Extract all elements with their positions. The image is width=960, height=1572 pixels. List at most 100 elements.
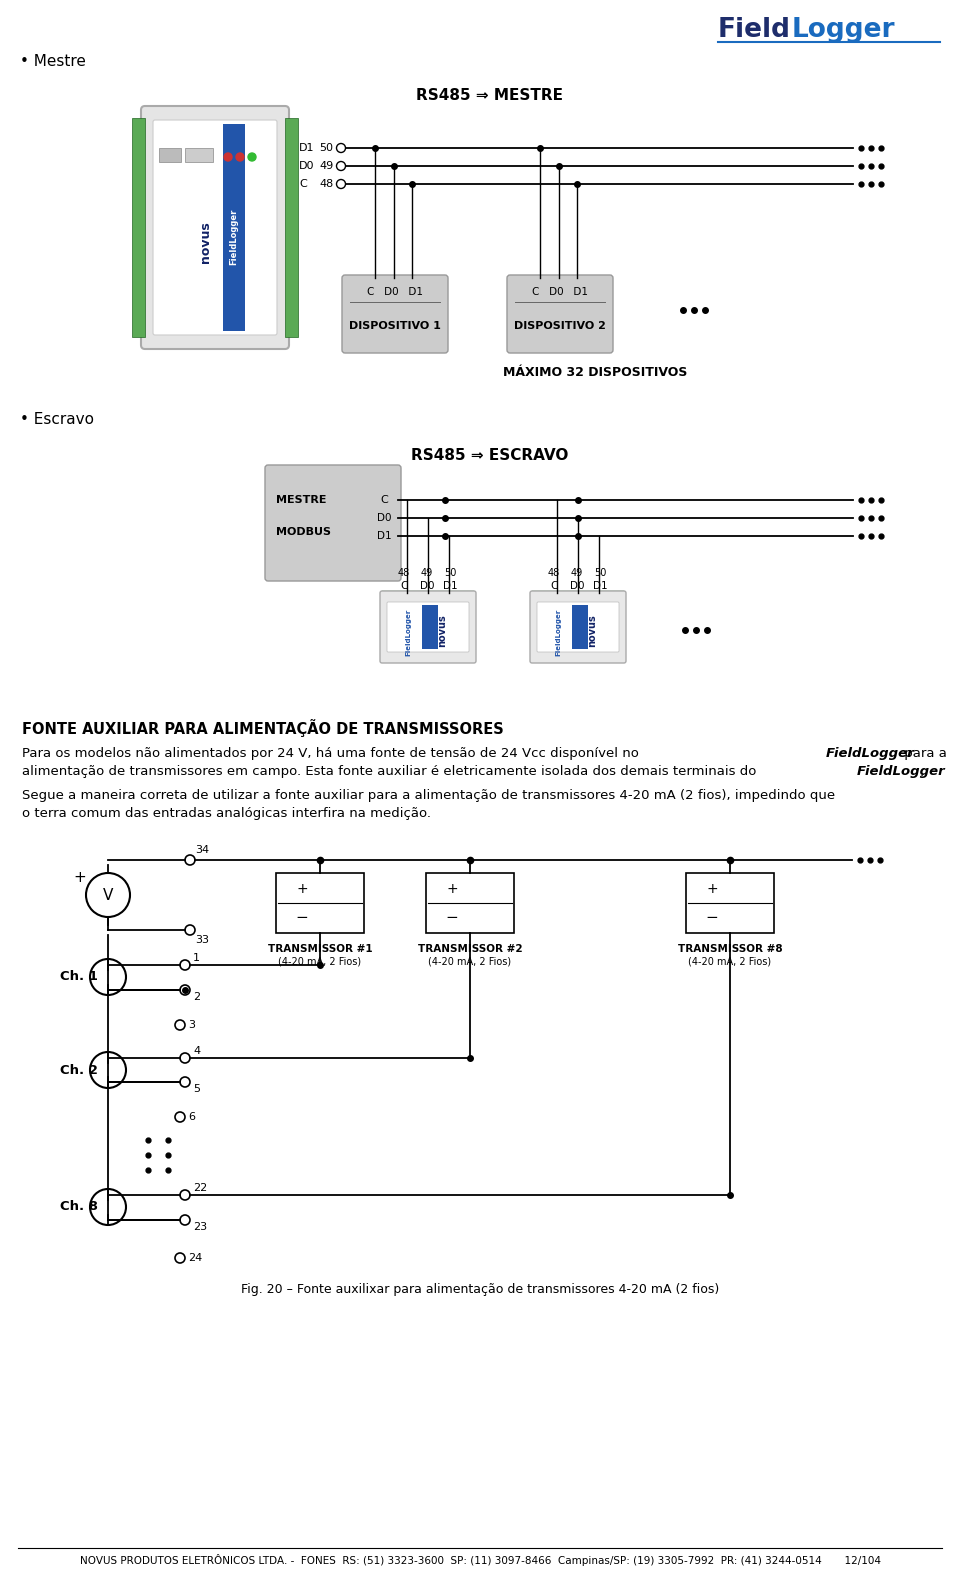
Text: 49: 49 <box>420 567 433 578</box>
FancyBboxPatch shape <box>141 105 289 349</box>
Text: −: − <box>445 910 458 924</box>
Text: C: C <box>550 582 558 591</box>
Bar <box>422 605 438 649</box>
Text: +: + <box>297 882 308 896</box>
Bar <box>686 872 774 934</box>
Bar <box>382 651 474 657</box>
Text: Fig. 20 – Fonte auxilixar para alimentação de transmissores 4-20 mA (2 fios): Fig. 20 – Fonte auxilixar para alimentaç… <box>241 1283 719 1297</box>
Text: +: + <box>74 869 86 885</box>
Text: C   D0   D1: C D0 D1 <box>532 288 588 297</box>
Text: +: + <box>707 882 718 896</box>
Text: D0: D0 <box>299 160 315 171</box>
Text: 3: 3 <box>188 1020 195 1030</box>
Text: 4: 4 <box>193 1045 200 1056</box>
Text: 48: 48 <box>548 567 560 578</box>
Text: NOVUS PRODUTOS ELETRÔNICOS LTDA. -  FONES  RS: (51) 3323-3600  SP: (11) 3097-846: NOVUS PRODUTOS ELETRÔNICOS LTDA. - FONES… <box>80 1555 880 1566</box>
Bar <box>276 872 364 934</box>
Bar <box>159 148 181 162</box>
Text: 24: 24 <box>188 1253 203 1262</box>
Text: novus: novus <box>199 222 211 263</box>
Bar <box>132 118 145 336</box>
FancyBboxPatch shape <box>387 602 469 652</box>
Text: 50: 50 <box>594 567 606 578</box>
Bar <box>426 872 514 934</box>
Text: 50: 50 <box>319 143 333 152</box>
Text: −: − <box>706 910 718 924</box>
Text: o terra comum das entradas analógicas interfira na medição.: o terra comum das entradas analógicas in… <box>22 808 431 821</box>
Circle shape <box>224 152 232 160</box>
Text: (4-20 mA, 2 Fios): (4-20 mA, 2 Fios) <box>688 956 772 967</box>
Text: 2: 2 <box>193 992 200 1001</box>
Text: Ch. 2: Ch. 2 <box>60 1064 98 1077</box>
Bar <box>223 124 245 332</box>
Bar <box>532 651 624 657</box>
Text: DISPOSITIVO 2: DISPOSITIVO 2 <box>514 321 606 332</box>
Text: D0: D0 <box>569 582 585 591</box>
FancyBboxPatch shape <box>507 275 613 354</box>
Text: D1: D1 <box>592 582 608 591</box>
Text: 50: 50 <box>444 567 456 578</box>
Text: Para os modelos não alimentados por 24 V, há uma fonte de tensão de 24 Vcc dispo: Para os modelos não alimentados por 24 V… <box>22 748 643 761</box>
Text: TRANSMISSOR #1: TRANSMISSOR #1 <box>268 945 372 954</box>
Text: Ch. 1: Ch. 1 <box>60 970 98 984</box>
Text: novus: novus <box>437 615 447 648</box>
FancyBboxPatch shape <box>380 591 476 663</box>
Text: D1: D1 <box>299 143 315 152</box>
Text: .: . <box>920 766 924 778</box>
Text: FieldLogger: FieldLogger <box>826 748 915 761</box>
Text: 48: 48 <box>397 567 410 578</box>
Text: C   D0   D1: C D0 D1 <box>367 288 423 297</box>
Text: Ch. 8: Ch. 8 <box>60 1201 98 1214</box>
Text: MODBUS: MODBUS <box>276 527 331 538</box>
Text: 33: 33 <box>195 935 209 945</box>
Text: RS485 ⇒ MESTRE: RS485 ⇒ MESTRE <box>417 88 564 102</box>
Text: −: − <box>296 910 308 924</box>
Text: FieldLogger: FieldLogger <box>857 766 946 778</box>
Text: 23: 23 <box>193 1221 207 1232</box>
FancyBboxPatch shape <box>530 591 626 663</box>
Text: 34: 34 <box>195 846 209 855</box>
Text: Logger: Logger <box>792 17 896 42</box>
Text: C: C <box>299 179 307 189</box>
Text: • Escravo: • Escravo <box>20 412 94 428</box>
Text: TRANSMISSOR #2: TRANSMISSOR #2 <box>418 945 522 954</box>
Text: 1: 1 <box>193 953 200 964</box>
Text: alimentação de transmissores em campo. Esta fonte auxiliar é eletricamente isola: alimentação de transmissores em campo. E… <box>22 766 760 778</box>
Text: V: V <box>103 888 113 902</box>
FancyBboxPatch shape <box>342 275 448 354</box>
Text: C: C <box>400 582 408 591</box>
Text: FieldLogger: FieldLogger <box>229 209 238 266</box>
Text: FONTE AUXILIAR PARA ALIMENTAÇÃO DE TRANSMISSORES: FONTE AUXILIAR PARA ALIMENTAÇÃO DE TRANS… <box>22 718 504 737</box>
Text: 49: 49 <box>319 160 333 171</box>
Text: 49: 49 <box>571 567 583 578</box>
Text: 48: 48 <box>319 179 333 189</box>
Text: FieldLogger: FieldLogger <box>405 608 411 656</box>
Text: D1: D1 <box>443 582 457 591</box>
Text: D0: D0 <box>420 582 434 591</box>
Bar <box>532 591 624 597</box>
FancyBboxPatch shape <box>265 465 401 582</box>
Text: Field: Field <box>718 17 791 42</box>
Text: D1: D1 <box>376 531 392 541</box>
Text: (4-20 mA, 2 Fios): (4-20 mA, 2 Fios) <box>428 956 512 967</box>
Text: 6: 6 <box>188 1111 195 1122</box>
Text: para a: para a <box>900 748 947 761</box>
Text: RS485 ⇒ ESCRAVO: RS485 ⇒ ESCRAVO <box>411 448 568 462</box>
Text: 5: 5 <box>193 1085 200 1094</box>
Text: MÁXIMO 32 DISPOSITIVOS: MÁXIMO 32 DISPOSITIVOS <box>503 366 687 379</box>
Text: +: + <box>446 882 458 896</box>
Text: TRANSMISSOR #8: TRANSMISSOR #8 <box>678 945 782 954</box>
FancyBboxPatch shape <box>537 602 619 652</box>
Text: C: C <box>380 495 388 505</box>
Text: novus: novus <box>587 615 597 648</box>
Bar <box>572 605 588 649</box>
Text: MESTRE: MESTRE <box>276 495 326 505</box>
Text: FieldLogger: FieldLogger <box>555 608 561 656</box>
FancyBboxPatch shape <box>153 119 277 335</box>
Text: (4-20 mA, 2 Fios): (4-20 mA, 2 Fios) <box>278 956 362 967</box>
Bar <box>185 148 213 162</box>
Text: 22: 22 <box>193 1184 207 1193</box>
Text: DISPOSITIVO 1: DISPOSITIVO 1 <box>349 321 441 332</box>
Text: • Mestre: • Mestre <box>20 55 85 69</box>
Circle shape <box>248 152 256 160</box>
